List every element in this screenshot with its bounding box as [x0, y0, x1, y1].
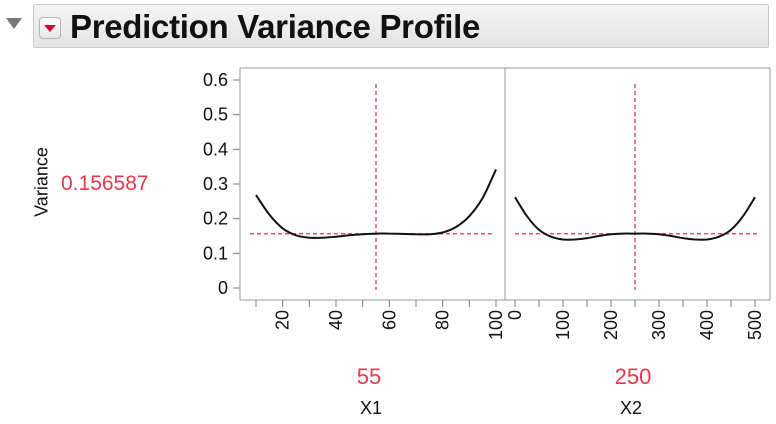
x-tick-label: 500: [745, 310, 765, 340]
y-tick-label: 0.2: [203, 209, 228, 229]
panel-frame: [239, 67, 506, 301]
y-tick-label: 0: [218, 278, 228, 298]
profile-panel-x2: 0 100 200 300 400 500: [504, 67, 771, 340]
y-tick-label: 0.5: [203, 105, 228, 125]
red-triangle-menu-button[interactable]: [39, 17, 61, 39]
variance-curve: [514, 196, 756, 241]
y-tick-label: 0.1: [203, 243, 228, 263]
x-tick-label: 400: [697, 310, 717, 340]
panel-frame: [504, 67, 771, 301]
x2-current-value[interactable]: 250: [614, 364, 652, 389]
variance-curve: [255, 168, 497, 239]
collapse-triangle-icon[interactable]: [6, 18, 22, 29]
x1-axis-label: X1: [359, 398, 383, 418]
response-current-value: 0.156587: [61, 172, 149, 195]
x-tick-label: 80: [433, 310, 453, 330]
outline-header: Prediction Variance Profile: [33, 4, 769, 48]
x-tick-label: 20: [273, 310, 293, 330]
x2-axis-label: X2: [619, 398, 643, 418]
x-tick-label: 200: [601, 310, 621, 340]
x-tick-label: 300: [649, 310, 669, 340]
x1-current-value[interactable]: 55: [356, 364, 382, 389]
y-tick-label: 0.3: [203, 174, 228, 194]
red-triangle-icon: [44, 25, 56, 32]
x-tick-label: 40: [326, 310, 346, 330]
x-tick-label: 0: [505, 310, 525, 320]
profile-panel-x1: 20 40 60 80 100: [239, 67, 506, 340]
outline-title: Prediction Variance Profile: [70, 8, 481, 45]
y-tick-label: 0.4: [203, 139, 228, 159]
y-tick-label: 0.6: [203, 70, 228, 90]
x-tick-label: 100: [486, 310, 506, 340]
x-tick-label: 100: [553, 310, 573, 340]
x-tick-label: 60: [379, 310, 399, 330]
